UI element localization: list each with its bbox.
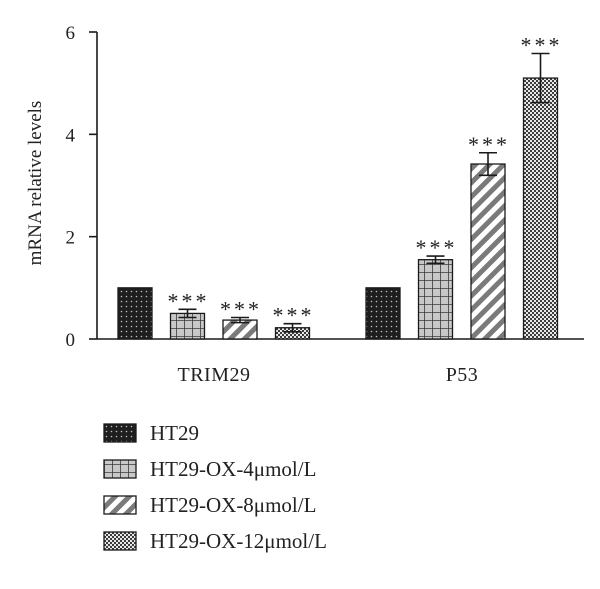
significance-label: ***	[416, 235, 458, 260]
legend-swatch	[103, 495, 137, 515]
y-tick-label: 0	[66, 330, 76, 351]
legend-swatch	[103, 531, 137, 551]
significance-label: ***	[273, 303, 315, 328]
significance-label: ***	[168, 288, 210, 313]
x-category-label: P53	[446, 364, 479, 386]
significance-label: ***	[220, 297, 262, 322]
bar	[522, 77, 559, 340]
x-category-label: TRIM29	[178, 364, 251, 386]
legend-label: HT29-OX-4μmol/L	[150, 457, 316, 481]
significance-label: ***	[468, 132, 510, 157]
legend: HT29 HT29-OX-4μmol/L HT29-OX-8μmol/L HT29-O…	[103, 421, 327, 553]
x-axis: TRIM29 P53	[97, 338, 584, 386]
bar	[470, 163, 506, 340]
y-tick-label: 2	[66, 228, 76, 249]
y-tick-label: 6	[66, 23, 76, 44]
bar	[365, 287, 401, 340]
legend-label: HT29-OX-8μmol/L	[150, 493, 316, 517]
legend-swatch	[103, 423, 137, 443]
y-axis: 0 2 4 6	[66, 23, 98, 351]
legend-label: HT29	[150, 421, 199, 445]
y-axis-label: mRNA relative levels	[25, 101, 46, 266]
significance-label: ***	[521, 32, 563, 57]
bars-group: *** *** *** *** *** ***	[117, 32, 563, 340]
bar	[117, 287, 153, 340]
legend-swatch	[103, 459, 137, 479]
legend-label: HT29-OX-12μmol/L	[150, 529, 327, 553]
bar	[417, 259, 454, 340]
y-tick-label: 4	[66, 125, 76, 146]
